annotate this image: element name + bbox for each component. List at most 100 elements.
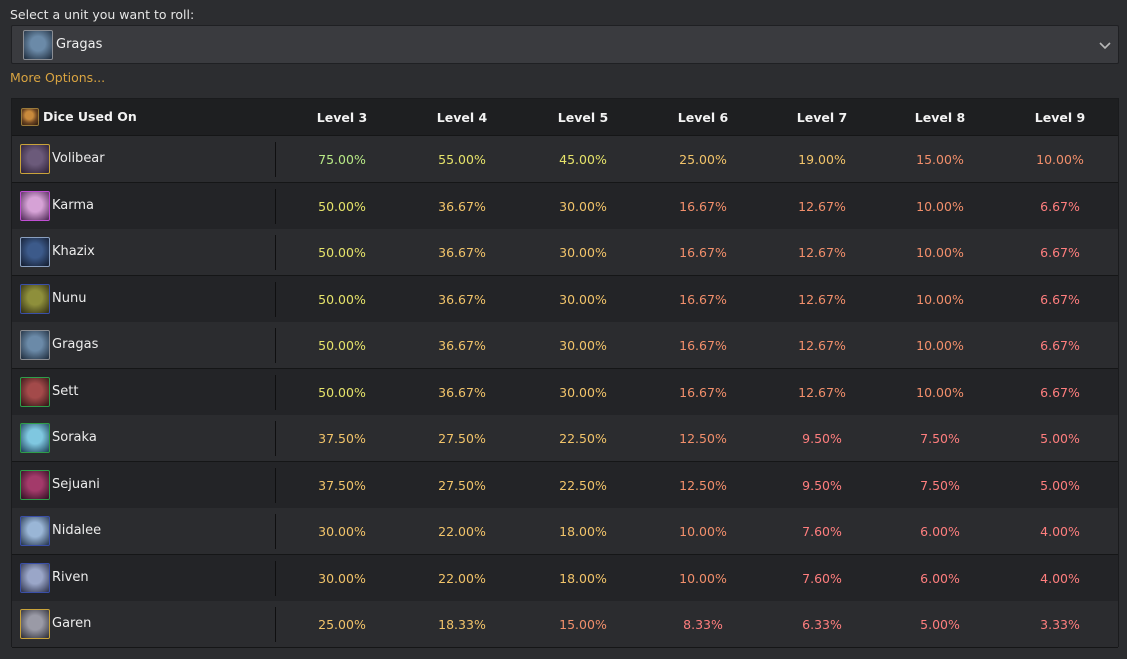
gragas-portrait-icon xyxy=(20,330,50,360)
nunu-portrait-icon xyxy=(20,283,50,314)
column-divider xyxy=(275,188,276,224)
odds-cell: 36.67% xyxy=(438,198,486,214)
odds-cell: 5.00% xyxy=(920,617,960,632)
karma-portrait-icon xyxy=(20,190,50,221)
unit-name: Garen xyxy=(52,616,92,631)
odds-cell: 5.00% xyxy=(1040,431,1080,446)
more-options-link[interactable]: More Options... xyxy=(10,70,106,85)
odds-cell: 50.00% xyxy=(318,198,366,214)
unit-name: Nidalee xyxy=(52,523,102,538)
odds-cell: 7.50% xyxy=(920,477,960,493)
odds-cell: 30.00% xyxy=(559,245,607,260)
unit-name: Sejuani xyxy=(52,476,100,492)
column-divider xyxy=(275,374,276,410)
unit-name: Riven xyxy=(52,569,89,585)
odds-cell: 27.50% xyxy=(438,431,486,446)
odds-cell: 7.50% xyxy=(920,431,960,446)
odds-cell: 6.00% xyxy=(920,570,960,586)
odds-cell: 4.00% xyxy=(1040,570,1080,586)
unit-name: Gragas xyxy=(52,337,99,352)
odds-cell: 10.00% xyxy=(916,198,964,214)
odds-cell: 9.50% xyxy=(802,431,842,446)
column-divider xyxy=(275,421,276,456)
dice-icon xyxy=(21,108,39,126)
soraka-portrait-icon xyxy=(20,423,50,453)
table-row: Gragas 50.00% 36.67% 30.00% 16.67% 12.67% 10.0… xyxy=(12,322,1118,369)
odds-cell: 18.00% xyxy=(559,570,607,586)
odds-cell: 4.00% xyxy=(1040,524,1080,539)
odds-cell: 12.67% xyxy=(798,198,846,214)
odds-cell: 36.67% xyxy=(438,384,486,400)
volibear-portrait-icon xyxy=(20,144,50,174)
odds-cell: 22.00% xyxy=(438,524,486,539)
odds-cell: 10.00% xyxy=(916,338,964,353)
odds-cell: 22.50% xyxy=(559,431,607,446)
odds-cell: 50.00% xyxy=(318,338,366,353)
odds-cell: 30.00% xyxy=(318,524,366,539)
odds-cell: 30.00% xyxy=(318,570,366,586)
odds-cell: 12.67% xyxy=(798,291,846,307)
table-row: Sejuani 37.50% 27.50% 22.50% 12.50% 9.50% 7.50… xyxy=(12,461,1118,509)
odds-cell: 50.00% xyxy=(318,384,366,400)
odds-cell: 10.00% xyxy=(916,384,964,400)
unit-name: Volibear xyxy=(52,151,105,166)
odds-cell: 36.67% xyxy=(438,245,486,260)
table-row: Nidalee 30.00% 22.00% 18.00% 10.00% 7.60% 6.00… xyxy=(12,508,1118,555)
odds-cell: 10.00% xyxy=(916,245,964,260)
unit-name: Sett xyxy=(52,383,79,399)
odds-cell: 8.33% xyxy=(683,617,723,632)
odds-cell: 30.00% xyxy=(559,198,607,214)
odds-cell: 6.00% xyxy=(920,524,960,539)
garen-portrait-icon xyxy=(20,609,50,639)
odds-cell: 37.50% xyxy=(318,431,366,446)
odds-cell: 50.00% xyxy=(318,291,366,307)
odds-cell: 27.50% xyxy=(438,477,486,493)
odds-cell: 22.50% xyxy=(559,477,607,493)
table-row: Volibear 75.00% 55.00% 45.00% 25.00% 19.00% 15… xyxy=(12,136,1118,183)
odds-cell: 10.00% xyxy=(679,570,727,586)
table-row: Khazix 50.00% 36.67% 30.00% 16.67% 12.67% 10.0… xyxy=(12,229,1118,276)
odds-cell: 75.00% xyxy=(318,152,366,167)
odds-cell: 6.67% xyxy=(1040,198,1080,214)
level-header: Level 3 xyxy=(316,110,368,125)
odds-cell: 18.33% xyxy=(438,617,486,632)
unit-name: Karma xyxy=(52,197,95,213)
odds-cell: 19.00% xyxy=(798,152,846,167)
odds-cell: 16.67% xyxy=(679,384,727,400)
odds-cell: 6.67% xyxy=(1040,245,1080,260)
unit-name: Khazix xyxy=(52,244,95,259)
level-header: Level 8 xyxy=(914,110,966,125)
odds-cell: 15.00% xyxy=(559,617,607,632)
unit-select-dropdown[interactable]: Gragas xyxy=(11,25,1119,64)
column-divider xyxy=(275,607,276,642)
column-divider xyxy=(275,560,276,596)
gragas-portrait-icon xyxy=(23,30,53,60)
odds-cell: 10.00% xyxy=(1036,152,1084,167)
sett-portrait-icon xyxy=(20,376,50,407)
column-divider xyxy=(275,235,276,270)
odds-cell: 7.60% xyxy=(802,524,842,539)
odds-cell: 36.67% xyxy=(438,338,486,353)
table-row: Riven 30.00% 22.00% 18.00% 10.00% 7.60% 6.00% 4… xyxy=(12,554,1118,602)
odds-cell: 3.33% xyxy=(1040,617,1080,632)
chevron-down-icon xyxy=(1099,42,1111,50)
odds-cell: 50.00% xyxy=(318,245,366,260)
odds-cell: 15.00% xyxy=(916,152,964,167)
odds-cell: 45.00% xyxy=(559,152,607,167)
column-divider xyxy=(275,328,276,363)
odds-cell: 55.00% xyxy=(438,152,486,167)
odds-cell: 30.00% xyxy=(559,338,607,353)
odds-cell: 10.00% xyxy=(679,524,727,539)
odds-cell: 12.67% xyxy=(798,245,846,260)
odds-cell: 9.50% xyxy=(802,477,842,493)
odds-cell: 12.67% xyxy=(798,384,846,400)
odds-cell: 6.33% xyxy=(802,617,842,632)
level-header: Level 6 xyxy=(677,110,729,125)
odds-table: Dice Used On Level 3 Level 4 Level 5 Level … xyxy=(11,98,1119,648)
column-divider xyxy=(275,514,276,549)
level-header: Level 5 xyxy=(557,110,609,125)
table-row: Garen 25.00% 18.33% 15.00% 8.33% 6.33% 5.00% 3.… xyxy=(12,601,1118,648)
odds-cell: 36.67% xyxy=(438,291,486,307)
column-divider xyxy=(275,142,276,177)
odds-cell: 37.50% xyxy=(318,477,366,493)
